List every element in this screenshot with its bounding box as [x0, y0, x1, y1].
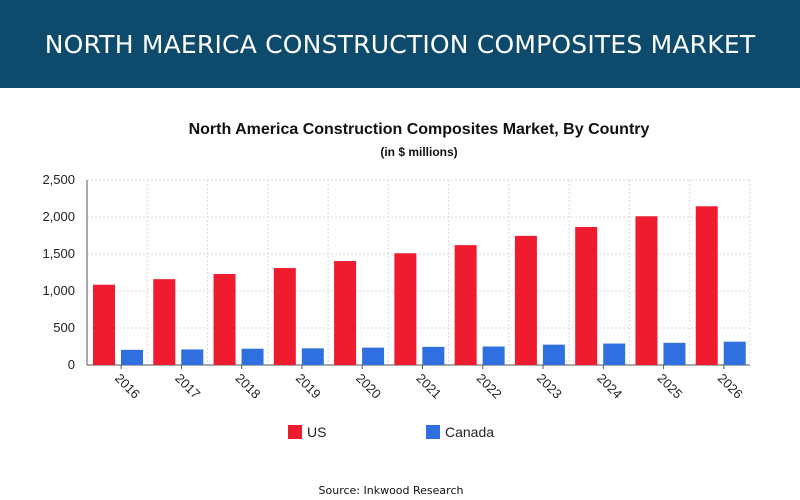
source-note: Source: Inkwood Research [318, 484, 464, 497]
x-tick-label: 2022 [474, 371, 505, 402]
x-tick-label: 2021 [413, 371, 444, 402]
legend-label-canada: Canada [445, 424, 494, 440]
bar-us-2024 [575, 226, 598, 365]
chart-subtitle: (in $ millions) [380, 145, 458, 159]
banner-title: NORTH MAERICA CONSTRUCTION COMPOSITES MA… [44, 29, 756, 59]
bar-canada-2026 [723, 341, 746, 365]
bar-canada-2017 [181, 349, 204, 365]
x-tick-label: 2016 [112, 371, 143, 402]
y-tick-label: 1,500 [42, 246, 75, 261]
bar-canada-2023 [542, 344, 565, 365]
y-tick-label: 0 [68, 357, 75, 372]
bar-us-2016 [93, 284, 115, 365]
bar-canada-2021 [422, 346, 445, 365]
y-tick-label: 1,000 [42, 283, 75, 298]
legend-swatch-us [288, 425, 302, 439]
bar-us-2025 [635, 216, 658, 365]
y-tick-label: 2,500 [42, 172, 75, 187]
legend-swatch-canada [426, 425, 440, 439]
y-tick-label: 500 [53, 320, 75, 335]
x-tick-label: 2018 [233, 371, 264, 402]
header-banner: NORTH MAERICA CONSTRUCTION COMPOSITES MA… [0, 0, 800, 88]
bar-us-2018 [213, 273, 236, 365]
bar-us-2023 [514, 235, 537, 365]
bar-chart: 0 500 1,000 1,500 2,000 2,500 2016 2017 2018 2019… [42, 172, 751, 440]
chart-title: North America Construction Composites Ma… [188, 121, 650, 138]
x-tick-label: 2020 [353, 371, 384, 402]
bar-us-2017 [153, 279, 176, 365]
bar-canada-2018 [241, 348, 264, 365]
bar-us-2022 [454, 245, 477, 365]
x-tick-label: 2023 [534, 371, 565, 402]
x-tick-label: 2025 [654, 371, 685, 402]
legend-label-us: US [307, 424, 326, 440]
bar-canada-2024 [603, 343, 626, 365]
bar-canada-2016 [121, 349, 143, 365]
bar-canada-2025 [663, 342, 686, 365]
x-tick-label: 2019 [293, 371, 324, 402]
bar-canada-2019 [301, 348, 324, 365]
bar-us-2019 [273, 268, 296, 365]
y-tick-label: 2,000 [42, 209, 75, 224]
bar-us-2020 [334, 261, 357, 365]
x-tick-label: 2026 [715, 371, 746, 402]
bar-us-2021 [394, 253, 417, 365]
x-tick-label: 2024 [594, 371, 625, 402]
bar-canada-2022 [482, 346, 505, 365]
bar-us-2026 [695, 206, 718, 365]
x-tick-label: 2017 [172, 371, 203, 402]
bar-canada-2020 [362, 347, 385, 365]
